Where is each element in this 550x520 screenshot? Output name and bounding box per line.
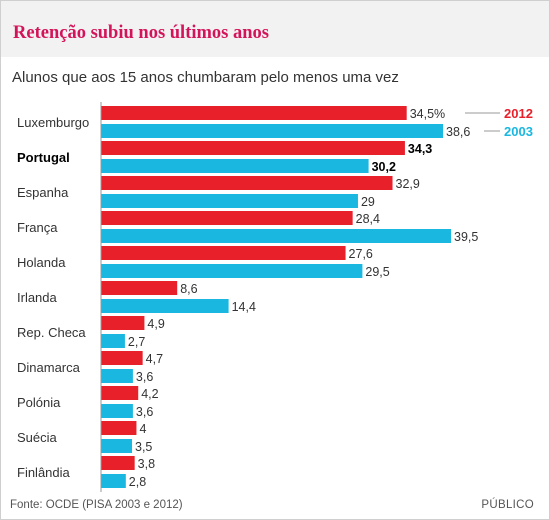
value-label-2012-finlandia: 3,8 [138, 457, 155, 471]
bar-2003-dinamarca [101, 369, 133, 383]
category-label-polonia: Polónia [17, 395, 61, 410]
bar-2012-portugal [101, 141, 405, 155]
value-label-2003-franca: 39,5 [454, 230, 478, 244]
value-label-2003-luxemburgo: 38,6 [446, 125, 470, 139]
value-label-2003-suecia: 3,5 [135, 440, 152, 454]
bar-2003-suecia [101, 439, 133, 453]
value-label-2003-irlanda: 14,4 [232, 300, 256, 314]
bar-2003-luxemburgo [101, 124, 444, 138]
bar-2003-portugal [101, 159, 369, 173]
category-label-dinamarca: Dinamarca [17, 360, 81, 375]
legend-label-2003: 2003 [504, 124, 533, 139]
category-label-rep-checa: Rep. Checa [17, 325, 86, 340]
bar-2012-suecia [101, 421, 137, 435]
value-label-2012-rep-checa: 4,9 [147, 317, 164, 331]
category-label-luxemburgo: Luxemburgo [17, 115, 89, 130]
bar-2003-holanda [101, 264, 363, 278]
value-label-2012-polonia: 4,2 [141, 387, 158, 401]
category-label-finlandia: Finlândia [17, 465, 71, 480]
bar-2012-luxemburgo [101, 106, 407, 120]
bar-2012-franca [101, 211, 353, 225]
value-label-2003-finlandia: 2,8 [129, 475, 146, 489]
category-label-espanha: Espanha [17, 185, 69, 200]
value-label-2003-rep-checa: 2,7 [128, 335, 145, 349]
value-label-2012-espanha: 32,9 [396, 177, 420, 191]
value-label-2012-dinamarca: 4,7 [146, 352, 163, 366]
category-label-holanda: Holanda [17, 255, 66, 270]
bar-2003-espanha [101, 194, 358, 208]
publisher-brand: PÚBLICO [481, 499, 534, 511]
value-label-2012-franca: 28,4 [356, 212, 380, 226]
value-label-2012-suecia: 4 [139, 422, 146, 436]
chart-title: Retenção subiu nos últimos anos [13, 23, 269, 43]
source-note: Fonte: OCDE (PISA 2003 e 2012) [10, 499, 183, 511]
chart-subtitle: Alunos que aos 15 anos chumbaram pelo me… [12, 69, 399, 86]
category-label-franca: França [17, 220, 58, 235]
header-band: Retenção subiu nos últimos anos [1, 1, 549, 57]
value-label-2012-portugal: 34,3 [408, 142, 432, 156]
bar-2012-espanha [101, 176, 393, 190]
value-label-2003-polonia: 3,6 [136, 405, 153, 419]
bar-2012-polonia [101, 386, 139, 400]
bar-2003-rep-checa [101, 334, 125, 348]
bar-2012-dinamarca [101, 351, 143, 365]
category-label-irlanda: Irlanda [17, 290, 58, 305]
bar-2012-holanda [101, 246, 346, 260]
category-label-suecia: Suécia [17, 430, 58, 445]
bar-2012-finlandia [101, 456, 135, 470]
bar-2003-irlanda [101, 299, 229, 313]
bar-2003-franca [101, 229, 451, 243]
value-label-2012-holanda: 27,6 [349, 247, 373, 261]
value-label-2003-dinamarca: 3,6 [136, 370, 153, 384]
value-label-2003-espanha: 29 [361, 195, 375, 209]
value-label-2003-portugal: 30,2 [372, 160, 396, 174]
bar-2003-finlandia [101, 474, 126, 488]
legend-label-2012: 2012 [504, 106, 533, 121]
value-label-2012-luxemburgo: 34,5% [410, 107, 445, 121]
bar-2012-irlanda [101, 281, 178, 295]
category-label-portugal: Portugal [17, 150, 70, 165]
value-label-2012-irlanda: 8,6 [180, 282, 197, 296]
bar-2012-rep-checa [101, 316, 145, 330]
value-label-2003-holanda: 29,5 [365, 265, 389, 279]
bar-2003-polonia [101, 404, 133, 418]
